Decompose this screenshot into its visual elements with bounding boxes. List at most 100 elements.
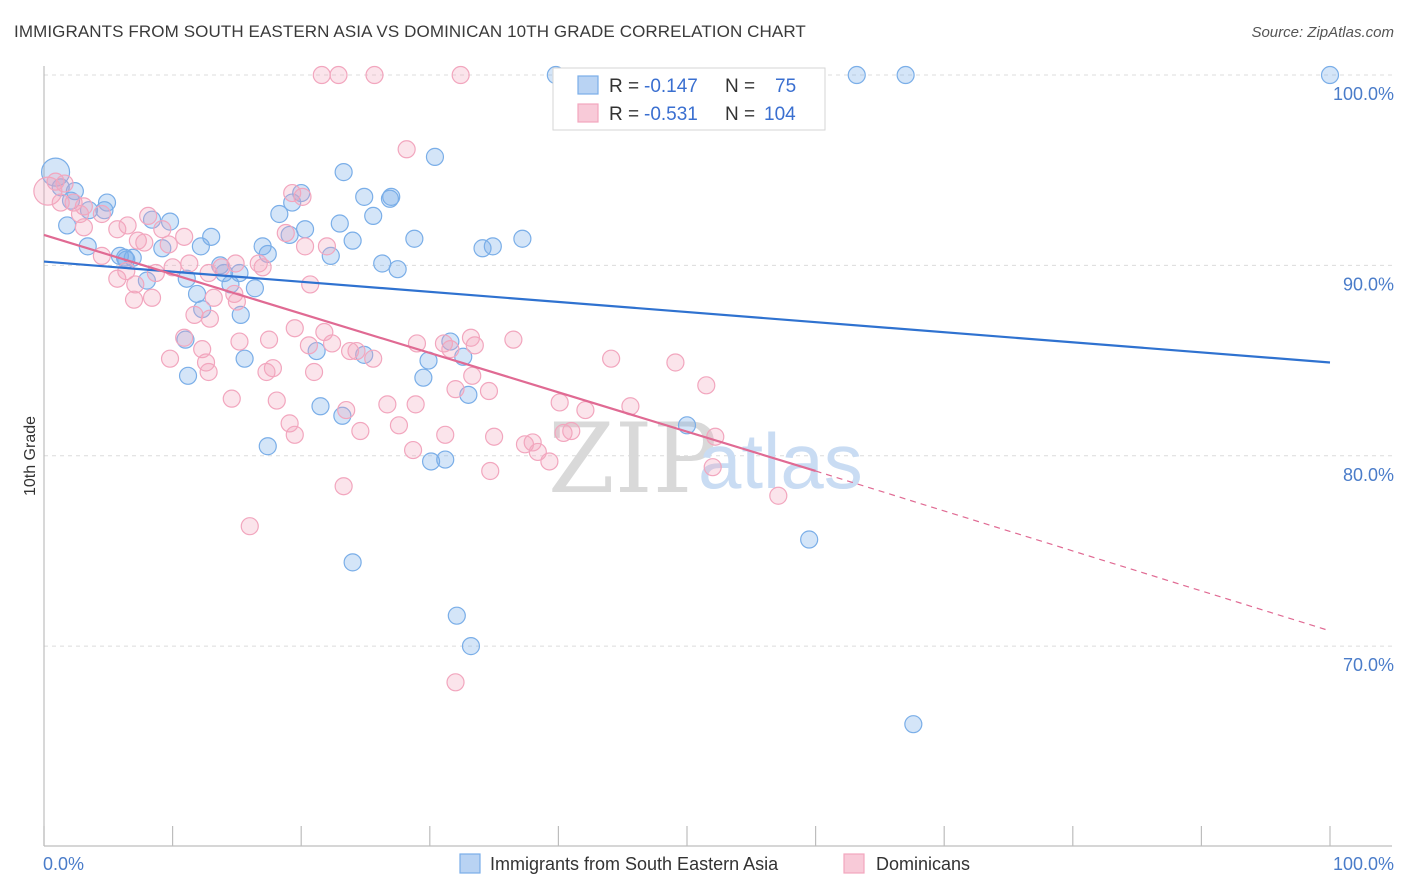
point-dominicans-97	[446, 673, 465, 692]
trend-line-immigrants-se-asia	[43, 260, 1331, 364]
point-dominicans-64	[351, 421, 370, 441]
x-tick-label-min: 0.0%	[43, 854, 84, 874]
point-immigrants-se-asia-48	[425, 147, 445, 166]
point-immigrants-se-asia-44	[373, 254, 392, 273]
legend-n-label-2: N =	[725, 104, 755, 125]
point-dominicans-49	[340, 341, 360, 361]
point-immigrants-se-asia-70	[447, 606, 466, 625]
y-tick-label-90: 90.0%	[1343, 274, 1394, 294]
point-dominicans-88	[240, 517, 259, 536]
source-label: Source: ZipAtlas.com	[1251, 24, 1394, 41]
point-dominicans-65	[378, 395, 397, 414]
point-dominicans-34	[124, 290, 144, 309]
point-immigrants-se-asia-64	[847, 65, 866, 85]
point-dominicans-10	[139, 206, 158, 226]
y-tick-label-70: 70.0%	[1343, 655, 1394, 675]
point-immigrants-se-asia-41	[355, 187, 374, 206]
point-dominicans-86	[481, 461, 500, 481]
point-dominicans-96	[451, 65, 470, 85]
point-dominicans-3	[64, 193, 83, 212]
point-dominicans-7	[74, 218, 93, 237]
point-dominicans-71	[479, 381, 499, 401]
point-dominicans-91	[293, 187, 312, 206]
point-dominicans-87	[334, 477, 353, 496]
point-immigrants-se-asia-18	[202, 227, 221, 246]
y-tick-label-100: 100.0%	[1333, 84, 1394, 104]
point-dominicans-67	[403, 440, 423, 460]
point-immigrants-se-asia-29	[178, 366, 198, 385]
point-immigrants-se-asia-31	[258, 437, 277, 456]
point-dominicans-76	[540, 452, 559, 471]
point-dominicans-93	[312, 65, 331, 85]
point-dominicans-43	[160, 349, 180, 368]
point-dominicans-37	[230, 332, 249, 351]
point-immigrants-se-asia-38	[330, 214, 349, 233]
point-dominicans-2	[55, 174, 74, 193]
point-immigrants-se-asia-54	[414, 368, 433, 387]
point-immigrants-se-asia-30	[235, 349, 254, 368]
legend-r-label-2: R =	[609, 104, 639, 125]
legend-r-label-1: R =	[609, 76, 639, 97]
point-dominicans-14	[159, 235, 178, 254]
point-dominicans-35	[175, 328, 194, 347]
axes	[43, 66, 1392, 847]
point-dominicans-85	[769, 486, 788, 505]
point-dominicans-82	[697, 376, 716, 395]
point-immigrants-se-asia-37	[334, 163, 353, 182]
point-dominicans-89	[301, 275, 320, 294]
point-immigrants-se-asia-45	[388, 260, 407, 279]
point-immigrants-se-asia-69	[343, 553, 362, 572]
point-dominicans-98	[51, 193, 70, 212]
legend-n-value-2: 104	[764, 104, 796, 125]
point-dominicans-47	[263, 359, 283, 378]
point-dominicans-59	[666, 353, 685, 372]
point-dominicans-39	[285, 319, 304, 338]
point-immigrants-se-asia-22	[245, 279, 265, 298]
point-dominicans-6	[92, 204, 111, 224]
point-dominicans-27	[276, 223, 295, 243]
legend-swatch-blue	[577, 75, 599, 95]
point-immigrants-se-asia-25	[187, 284, 207, 304]
point-dominicans-58	[602, 349, 621, 368]
point-dominicans-18	[108, 269, 127, 288]
point-immigrants-se-asia-46	[380, 189, 400, 208]
point-dominicans-60	[222, 389, 241, 408]
point-dominicans-26	[253, 258, 272, 277]
point-dominicans-79	[562, 421, 581, 441]
point-dominicans-19	[126, 275, 145, 294]
point-immigrants-se-asia-68	[800, 530, 819, 549]
legend-r-value-1: -0.147	[644, 76, 698, 97]
point-dominicans-90	[283, 183, 302, 203]
point-dominicans-8	[108, 220, 127, 239]
point-dominicans-66	[406, 395, 425, 414]
point-dominicans-70	[463, 366, 482, 385]
point-dominicans-57	[504, 330, 523, 349]
point-immigrants-se-asia-39	[321, 246, 340, 265]
point-immigrants-se-asia-8	[160, 212, 180, 231]
point-dominicans-56	[461, 328, 481, 347]
point-dominicans-31	[204, 288, 223, 307]
point-dominicans-54	[441, 340, 460, 359]
series-legend: Immigrants from South Eastern Asia Domin…	[459, 853, 970, 874]
point-immigrants-se-asia-71	[461, 637, 481, 656]
series-legend-swatch-pink	[843, 853, 865, 874]
point-dominicans-45	[199, 362, 218, 382]
point-dominicans-40	[299, 336, 319, 355]
legend-n-label-1: N =	[725, 76, 755, 97]
point-immigrants-se-asia-36	[295, 220, 315, 239]
legend-r-value-2: -0.531	[644, 104, 698, 125]
y-tick-labels: 70.0% 80.0% 90.0% 100.0%	[1333, 84, 1394, 675]
x-tick-label-max: 100.0%	[1333, 854, 1394, 874]
point-immigrants-se-asia-32	[270, 204, 289, 224]
point-dominicans-84	[703, 458, 722, 477]
point-dominicans-12	[128, 231, 147, 250]
point-dominicans-102	[337, 400, 356, 420]
point-dominicans-11	[153, 220, 172, 239]
point-immigrants-se-asia-59	[513, 229, 532, 248]
stats-legend: R = -0.147 N = 75 R = -0.531 N = 104	[552, 67, 826, 131]
point-immigrants-se-asia-40	[343, 231, 362, 250]
y-tick-label-80: 80.0%	[1343, 465, 1394, 485]
point-dominicans-68	[436, 425, 455, 444]
chart-title: IMMIGRANTS FROM SOUTH EASTERN ASIA VS DO…	[14, 22, 806, 41]
